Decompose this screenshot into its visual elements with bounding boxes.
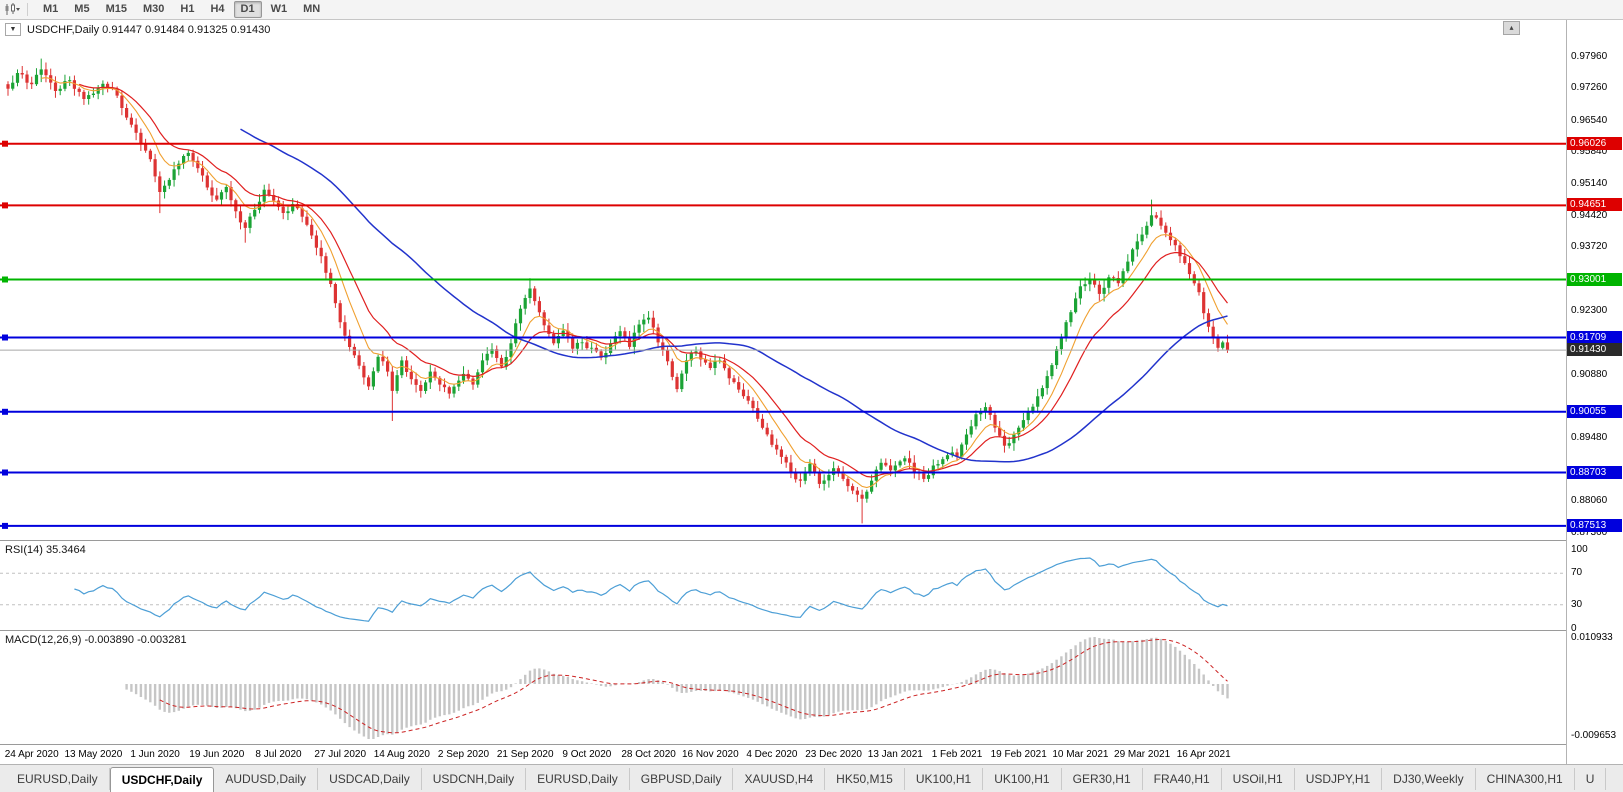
price-level-label: 0.87513 (1567, 518, 1622, 532)
chart-tab[interactable]: DJ30,Weekly (1382, 768, 1476, 790)
price-level-label: 0.96026 (1567, 136, 1622, 150)
timeframe-button-m15[interactable]: M15 (105, 3, 127, 15)
timeframe-button-m5[interactable]: M5 (74, 3, 90, 15)
price-tick: 0.93720 (1571, 241, 1608, 253)
symbol-dropdown-button[interactable]: ▼ (5, 23, 21, 36)
timeframe-button-m1[interactable]: M1 (43, 3, 59, 15)
macd-label: MACD(12,26,9) -0.003890 -0.003281 (5, 634, 187, 646)
price-tick: 0.92300 (1571, 305, 1608, 316)
chart-tab[interactable]: FRA40,H1 (1143, 768, 1222, 790)
date-label: 19 Feb 2021 (990, 749, 1047, 760)
rsi-plot[interactable] (0, 541, 1566, 630)
chart-title-row: ▼ USDCHF,Daily 0.91447 0.91484 0.91325 0… (5, 23, 270, 36)
chart-tab[interactable]: HK50,M15 (825, 768, 905, 790)
chart-tab[interactable]: UK100,H1 (983, 768, 1062, 790)
price-tick: 0.94420 (1571, 209, 1608, 221)
toolbar: M1 M5 M15 M30 H1 H4 D1 W1 MN (0, 0, 1623, 20)
chart-tab[interactable]: EURUSD,Daily (6, 768, 110, 790)
chart-tab[interactable]: USOil,H1 (1222, 768, 1295, 790)
price-axis[interactable]: 0.97960 0.97260 0.96540 0.95840 0.95140 0.944… (1566, 20, 1623, 764)
price-level-label: 0.90055 (1567, 404, 1622, 418)
date-label: 1 Feb 2021 (931, 749, 983, 760)
chart-tab[interactable]: GER30,H1 (1062, 768, 1143, 790)
date-label: 19 Jun 2020 (189, 749, 245, 760)
price-tick: 0.97960 (1571, 50, 1608, 62)
macd-tick: 0.010933 (1571, 632, 1613, 643)
macd-plot[interactable] (0, 631, 1566, 744)
timeframe-button-mn[interactable]: MN (303, 3, 321, 15)
rsi-tick: 100 (1571, 543, 1588, 555)
timeframe-button-d1[interactable]: D1 (233, 1, 262, 18)
time-axis[interactable]: 24 Apr 2020 13 May 2020 1 Jun 2020 19 Jun 2… (0, 744, 1566, 764)
timeframe-button-m30[interactable]: M30 (142, 3, 165, 15)
date-label: 9 Oct 2020 (562, 749, 612, 760)
chart-tab[interactable]: U (1575, 768, 1607, 790)
chart-tab[interactable]: XAUUSD,H4 (733, 768, 826, 790)
price-tick: 0.90880 (1571, 368, 1608, 380)
chart-corner-button[interactable]: ▴ (1503, 21, 1520, 35)
date-label: 16 Apr 2021 (1176, 749, 1231, 760)
price-chart-panel[interactable]: ▼ USDCHF,Daily 0.91447 0.91484 0.91325 0… (0, 20, 1566, 540)
candlestick-chart[interactable] (0, 20, 1566, 540)
price-level-label: 0.91430 (1567, 343, 1622, 357)
chart-tab[interactable]: USDCHF,Daily (109, 767, 215, 792)
chart-tab[interactable]: UK100,H1 (905, 768, 984, 790)
chart-title: USDCHF,Daily 0.91447 0.91484 0.91325 0.9… (27, 23, 271, 36)
price-tick: 0.89480 (1571, 431, 1608, 443)
price-tick: 0.96540 (1571, 114, 1608, 126)
candlestick-chart-icon (5, 3, 20, 15)
chart-tab[interactable]: USDJPY,H1 (1295, 768, 1383, 790)
price-tick: 0.87360 (1571, 526, 1608, 538)
chart-tab[interactable]: GBPUSD,Daily (630, 768, 734, 790)
timeframe-button-h4[interactable]: H4 (210, 3, 225, 15)
rsi-tick: 70 (1571, 567, 1583, 579)
rsi-label: RSI(14) 35.3464 (5, 544, 86, 556)
date-label: 2 Sep 2020 (437, 749, 490, 760)
rsi-tick: 30 (1571, 598, 1583, 610)
price-level-label: 0.93001 (1567, 272, 1622, 286)
price-level-label: 0.94651 (1567, 198, 1622, 212)
chart-tab[interactable]: AUDUSD,Daily (214, 768, 319, 790)
macd-panel[interactable]: MACD(12,26,9) -0.003890 -0.003281 (0, 630, 1566, 744)
chart-tab[interactable]: USDCNH,Daily (422, 768, 527, 790)
chart-window: ▼ USDCHF,Daily 0.91447 0.91484 0.91325 0… (0, 20, 1623, 764)
chart-tab[interactable]: USDCAD,Daily (318, 768, 422, 790)
date-label: 21 Sep 2020 (496, 749, 554, 760)
toolbar-separator (27, 3, 28, 16)
timeframe-buttons: M1 M5 M15 M30 H1 H4 D1 W1 MN (35, 1, 328, 18)
date-label: 4 Dec 2020 (746, 749, 798, 760)
date-label: 23 Dec 2020 (805, 749, 862, 760)
date-label: 13 May 2020 (64, 749, 123, 760)
macd-tick: -0.009653 (1571, 730, 1617, 741)
date-label: 27 Jul 2020 (314, 749, 367, 760)
date-label: 14 Aug 2020 (373, 749, 430, 760)
plot-column: ▼ USDCHF,Daily 0.91447 0.91484 0.91325 0… (0, 20, 1566, 764)
price-tick: 0.95840 (1571, 146, 1608, 157)
date-label: 8 Jul 2020 (255, 749, 302, 760)
date-label: 29 Mar 2021 (1114, 749, 1171, 760)
date-label: 16 Nov 2020 (681, 749, 739, 760)
timeframe-button-w1[interactable]: W1 (270, 3, 288, 15)
rsi-tick: 0 (1571, 622, 1577, 634)
date-label: 28 Oct 2020 (621, 749, 676, 760)
rsi-panel[interactable]: RSI(14) 35.3464 (0, 540, 1566, 630)
price-level-label: 0.91709 (1567, 330, 1622, 344)
price-level-label: 0.88703 (1567, 465, 1622, 479)
timeframe-button-h1[interactable]: H1 (180, 3, 195, 15)
chart-tabs-bar: EURUSD,Daily USDCHF,Daily AUDUSD,Daily USDC… (0, 764, 1623, 792)
date-label: 24 Apr 2020 (4, 749, 59, 760)
date-label: 10 Mar 2021 (1052, 749, 1109, 760)
price-tick: 0.97260 (1571, 82, 1608, 94)
chart-tab[interactable]: CHINA300,H1 (1476, 768, 1575, 790)
price-tick: 0.95140 (1571, 177, 1608, 189)
date-label: 13 Jan 2021 (867, 749, 923, 760)
price-tick: 0.88060 (1571, 495, 1608, 507)
date-label: 1 Jun 2020 (130, 749, 180, 760)
chart-tab[interactable]: EURUSD,Daily (526, 768, 630, 790)
chart-type-icon[interactable] (4, 3, 20, 16)
